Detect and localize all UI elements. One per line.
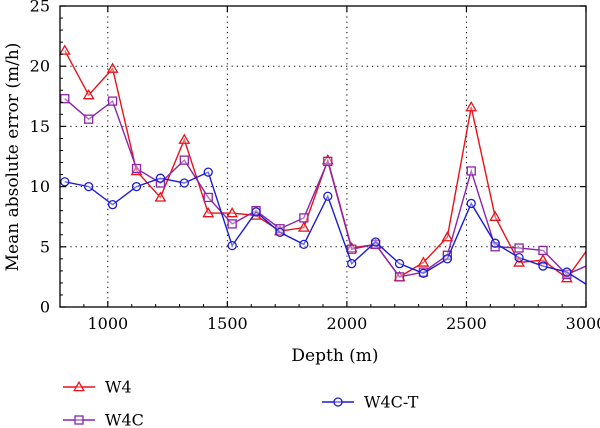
data-point-triangle <box>537 253 549 265</box>
data-point-triangle <box>82 88 95 100</box>
data-point-circle <box>131 181 142 192</box>
data-point-circle <box>227 240 237 251</box>
data-point-circle <box>323 191 333 201</box>
data-point-square <box>514 243 524 253</box>
data-point-triangle <box>73 380 85 392</box>
data-point-circle <box>179 178 189 188</box>
data-point-triangle <box>417 256 430 267</box>
data-point-square <box>299 213 309 223</box>
series-w4c-t <box>60 167 587 285</box>
series-layer <box>58 44 587 285</box>
y-tick-label: 10 <box>30 177 50 196</box>
legend: W4 W4C W4C-T <box>63 378 419 428</box>
data-point-square <box>131 163 142 174</box>
grid-lines <box>60 6 586 307</box>
data-point-circle <box>275 227 285 238</box>
legend-item: W4C-T <box>322 393 419 412</box>
data-point-square <box>538 245 548 256</box>
data-point-circle <box>370 237 381 247</box>
data-point-square <box>155 178 166 188</box>
legend-label: W4C <box>105 411 144 428</box>
legend-item: W4C <box>63 411 144 428</box>
data-point-circle <box>394 259 405 269</box>
y-tick-label: 5 <box>40 237 50 256</box>
data-point-circle <box>299 239 309 250</box>
data-point-circle <box>514 252 524 263</box>
y-tick-label: 0 <box>40 298 50 317</box>
data-point-circle <box>84 181 94 192</box>
data-point-triangle <box>58 44 71 55</box>
data-point-square <box>107 96 118 106</box>
data-point-circle <box>60 177 70 187</box>
data-point-circle <box>251 207 261 217</box>
data-point-square <box>347 244 357 254</box>
y-axis-label: Mean absolute error (m/h) <box>3 43 23 272</box>
data-point-circle <box>347 259 357 269</box>
series-w4 <box>58 44 587 283</box>
data-point-square <box>203 192 213 203</box>
data-point-triangle <box>202 206 215 218</box>
data-point-square <box>74 415 84 425</box>
x-tick-label: 1500 <box>207 314 248 333</box>
x-tick-label: 2000 <box>327 314 368 333</box>
data-point-square <box>323 156 333 166</box>
data-point-square <box>227 219 237 229</box>
data-point-circle <box>490 238 500 248</box>
y-tick-label: 20 <box>30 57 50 76</box>
data-point-triangle <box>226 206 239 218</box>
data-point-square <box>84 114 94 124</box>
data-point-triangle <box>441 231 454 242</box>
data-point-triangle <box>560 271 573 283</box>
data-point-circle <box>442 254 452 264</box>
data-point-circle <box>203 167 213 177</box>
data-point-triangle <box>106 62 119 73</box>
data-point-circle <box>333 397 343 407</box>
y-tick-label: 15 <box>30 117 50 136</box>
plot-frame <box>59 5 587 308</box>
legend-label: W4C-T <box>364 393 419 412</box>
data-point-circle <box>562 267 572 277</box>
data-point-square <box>60 94 70 104</box>
data-point-triangle <box>465 101 478 112</box>
data-point-circle <box>466 198 476 209</box>
data-point-triangle <box>154 191 167 202</box>
y-tick-label: 25 <box>30 0 50 16</box>
data-point-triangle <box>178 133 191 144</box>
series-line <box>64 171 587 285</box>
legend-label: W4 <box>105 378 132 397</box>
x-tick-label: 1000 <box>87 314 128 333</box>
data-point-circle <box>155 173 166 183</box>
x-axis-label: Depth (m) <box>291 346 378 366</box>
data-point-circle <box>418 268 429 278</box>
data-point-square <box>370 239 381 250</box>
x-tick-label: 2500 <box>446 314 487 333</box>
data-point-square <box>179 155 189 165</box>
data-point-circle <box>107 200 118 210</box>
data-point-triangle <box>297 221 310 232</box>
data-point-triangle <box>489 210 502 221</box>
data-point-square <box>394 272 405 282</box>
legend-item: W4 <box>63 378 132 397</box>
data-point-square <box>466 166 476 176</box>
data-point-circle <box>538 261 548 271</box>
